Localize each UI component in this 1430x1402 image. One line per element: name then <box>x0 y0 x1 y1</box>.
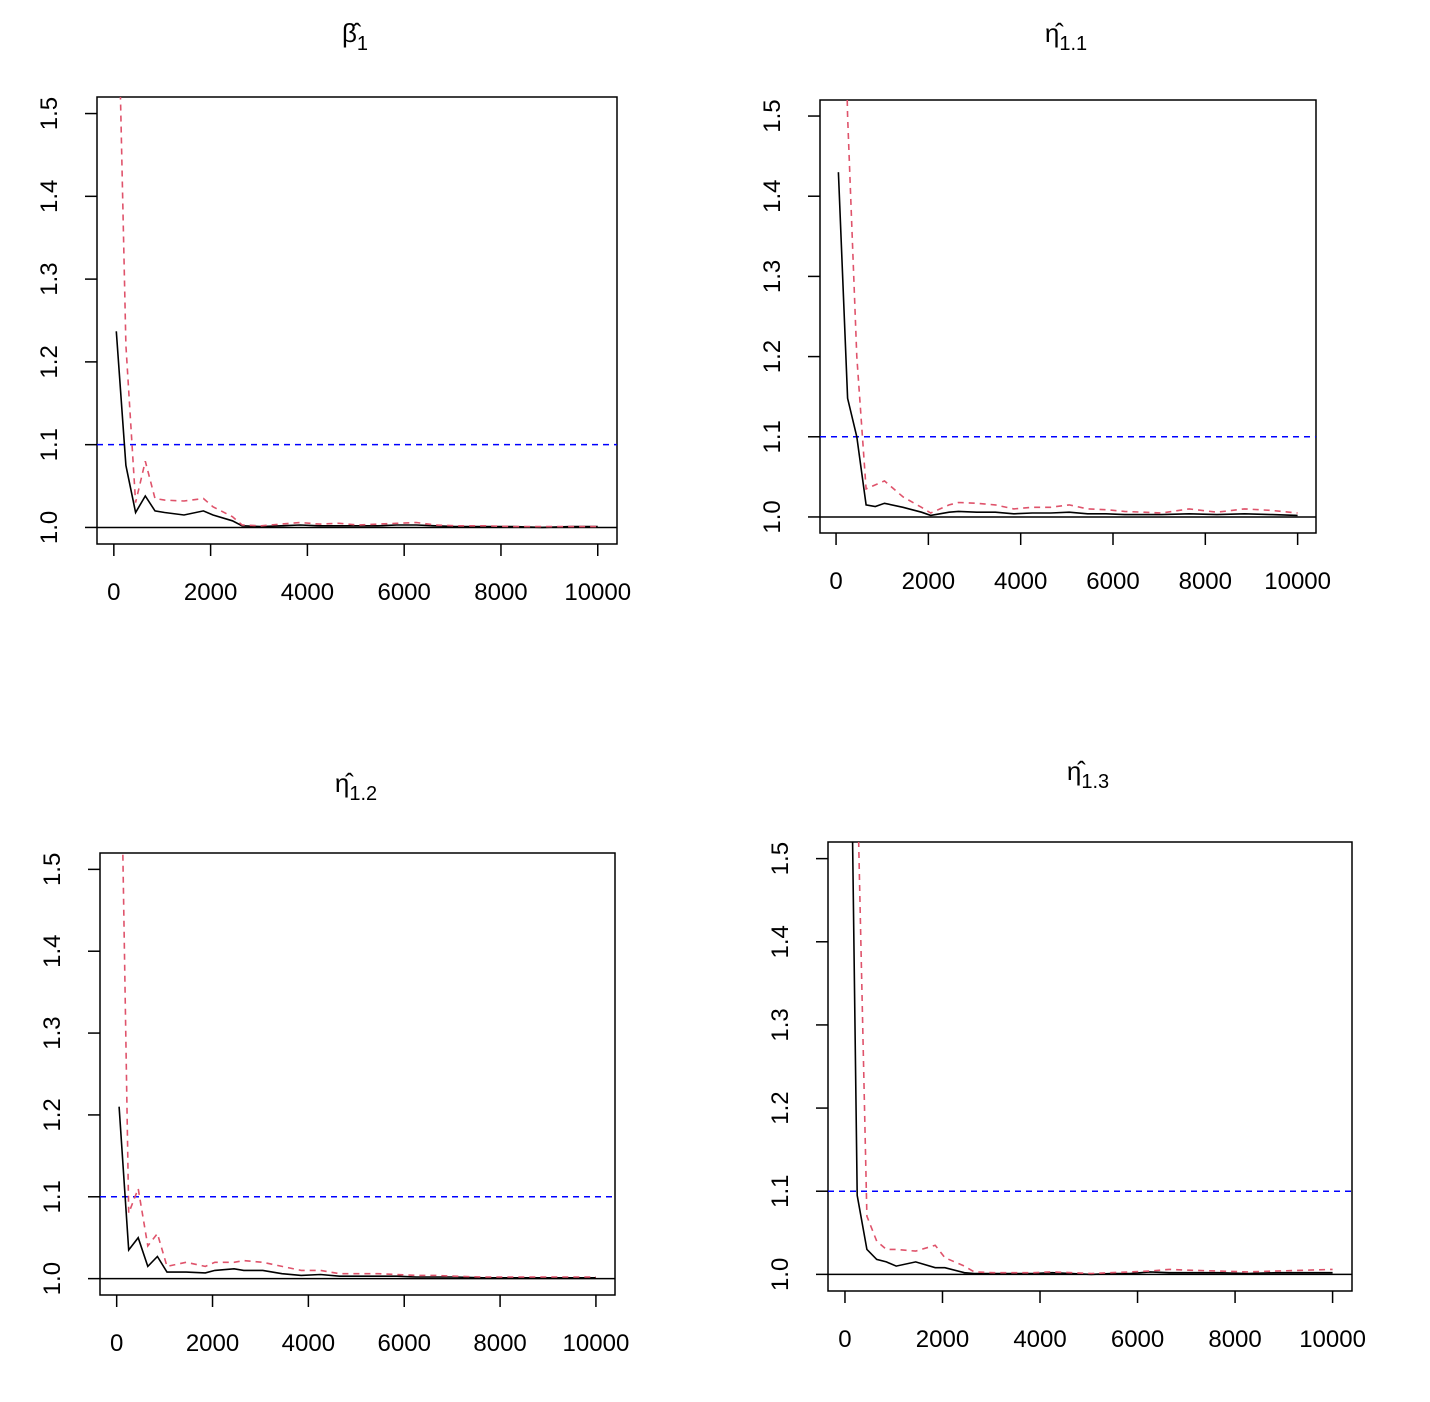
series-line <box>837 172 1298 517</box>
plot-area <box>100 853 615 1280</box>
plot-area <box>828 842 1352 1276</box>
x-tick-label: 4000 <box>282 1330 335 1357</box>
x-tick-label: 2000 <box>902 568 955 595</box>
y-tick-label: 1.3 <box>767 1008 794 1041</box>
x-tick-label: 10000 <box>1299 1326 1366 1353</box>
plot-box <box>819 99 1317 534</box>
y-tick-label: 1.5 <box>36 97 63 130</box>
series-line <box>851 842 1333 1276</box>
x-tick-label: 6000 <box>377 579 430 606</box>
y-tick-label: 1.2 <box>39 1098 66 1131</box>
y-tick-label: 1.2 <box>767 1091 794 1124</box>
series-line <box>846 100 1298 514</box>
x-tick-label: 0 <box>829 568 842 595</box>
y-tick-label: 1.4 <box>767 925 794 958</box>
chart-title: η̂1.3 <box>1067 756 1109 793</box>
y-tick-label: 1.2 <box>759 340 786 373</box>
x-tick-label: 4000 <box>1013 1326 1066 1353</box>
y-tick-label: 1.1 <box>767 1175 794 1208</box>
x-tick-label: 0 <box>107 579 120 606</box>
plot-area <box>820 100 1316 518</box>
chart-title: β̂1 <box>342 18 368 55</box>
x-tick-label: 10000 <box>564 579 631 606</box>
plot-area <box>97 97 617 529</box>
y-tick-label: 1.5 <box>39 853 66 886</box>
x-tick-label: 2000 <box>916 1326 969 1353</box>
y-tick-label: 1.1 <box>759 420 786 453</box>
series-line <box>118 1106 596 1279</box>
y-tick-label: 1.0 <box>36 511 63 544</box>
series-line <box>115 331 598 529</box>
series-line <box>122 853 596 1278</box>
x-tick-label: 0 <box>110 1330 123 1357</box>
x-tick-label: 2000 <box>184 579 237 606</box>
series-line <box>119 97 598 528</box>
title-subscript: 1.2 <box>349 783 377 805</box>
panel: η̂1.1 0 2000 4000 6000 8000 10000 1.0 1.1 1.2 1.3 1… <box>759 18 1331 595</box>
y-tick-label: 1.2 <box>36 345 63 378</box>
y-tick-label: 1.4 <box>39 935 66 968</box>
y-tick-label: 1.3 <box>39 1016 66 1049</box>
x-tick-label: 8000 <box>474 579 527 606</box>
plot-box <box>99 852 616 1296</box>
x-tick-label: 0 <box>838 1326 851 1353</box>
y-tick-label: 1.0 <box>39 1262 66 1295</box>
panel: η̂1.3 0 2000 4000 6000 8000 10000 1.0 1.1 1.2 1.3 1… <box>767 756 1366 1353</box>
x-tick-label: 10000 <box>563 1330 630 1357</box>
chart-title: η̂1.1 <box>1045 18 1087 55</box>
y-tick-label: 1.5 <box>767 842 794 875</box>
y-tick-label: 1.4 <box>759 180 786 213</box>
y-tick-label: 1.1 <box>36 428 63 461</box>
x-tick-label: 8000 <box>473 1330 526 1357</box>
x-tick-label: 10000 <box>1264 568 1331 595</box>
y-tick-label: 1.3 <box>759 260 786 293</box>
y-tick-label: 1.1 <box>39 1180 66 1213</box>
x-tick-label: 6000 <box>1111 1326 1164 1353</box>
x-tick-label: 6000 <box>1086 568 1139 595</box>
x-tick-label: 6000 <box>378 1330 431 1357</box>
title-subscript: 1 <box>357 33 368 55</box>
plot-box <box>827 841 1353 1292</box>
panel: β̂1 0 2000 4000 6000 8000 10000 1.0 1.1 1.2 1.3 1.4… <box>36 18 631 606</box>
y-tick-label: 1.0 <box>759 500 786 533</box>
title-subscript: 1.1 <box>1059 33 1087 55</box>
x-tick-label: 2000 <box>186 1330 239 1357</box>
plot-box <box>96 96 618 545</box>
x-tick-label: 8000 <box>1179 568 1232 595</box>
chart-title: η̂1.2 <box>335 768 377 805</box>
y-tick-label: 1.0 <box>767 1258 794 1291</box>
x-tick-label: 8000 <box>1208 1326 1261 1353</box>
x-tick-label: 4000 <box>281 579 334 606</box>
y-tick-label: 1.4 <box>36 180 63 213</box>
series-line <box>857 842 1333 1275</box>
title-subscript: 1.3 <box>1081 771 1109 793</box>
y-tick-label: 1.5 <box>759 99 786 132</box>
panel: η̂1.2 0 2000 4000 6000 8000 10000 1.0 1.1 1.2 1.3 1… <box>39 768 630 1357</box>
x-tick-label: 4000 <box>994 568 1047 595</box>
y-tick-label: 1.3 <box>36 262 63 295</box>
